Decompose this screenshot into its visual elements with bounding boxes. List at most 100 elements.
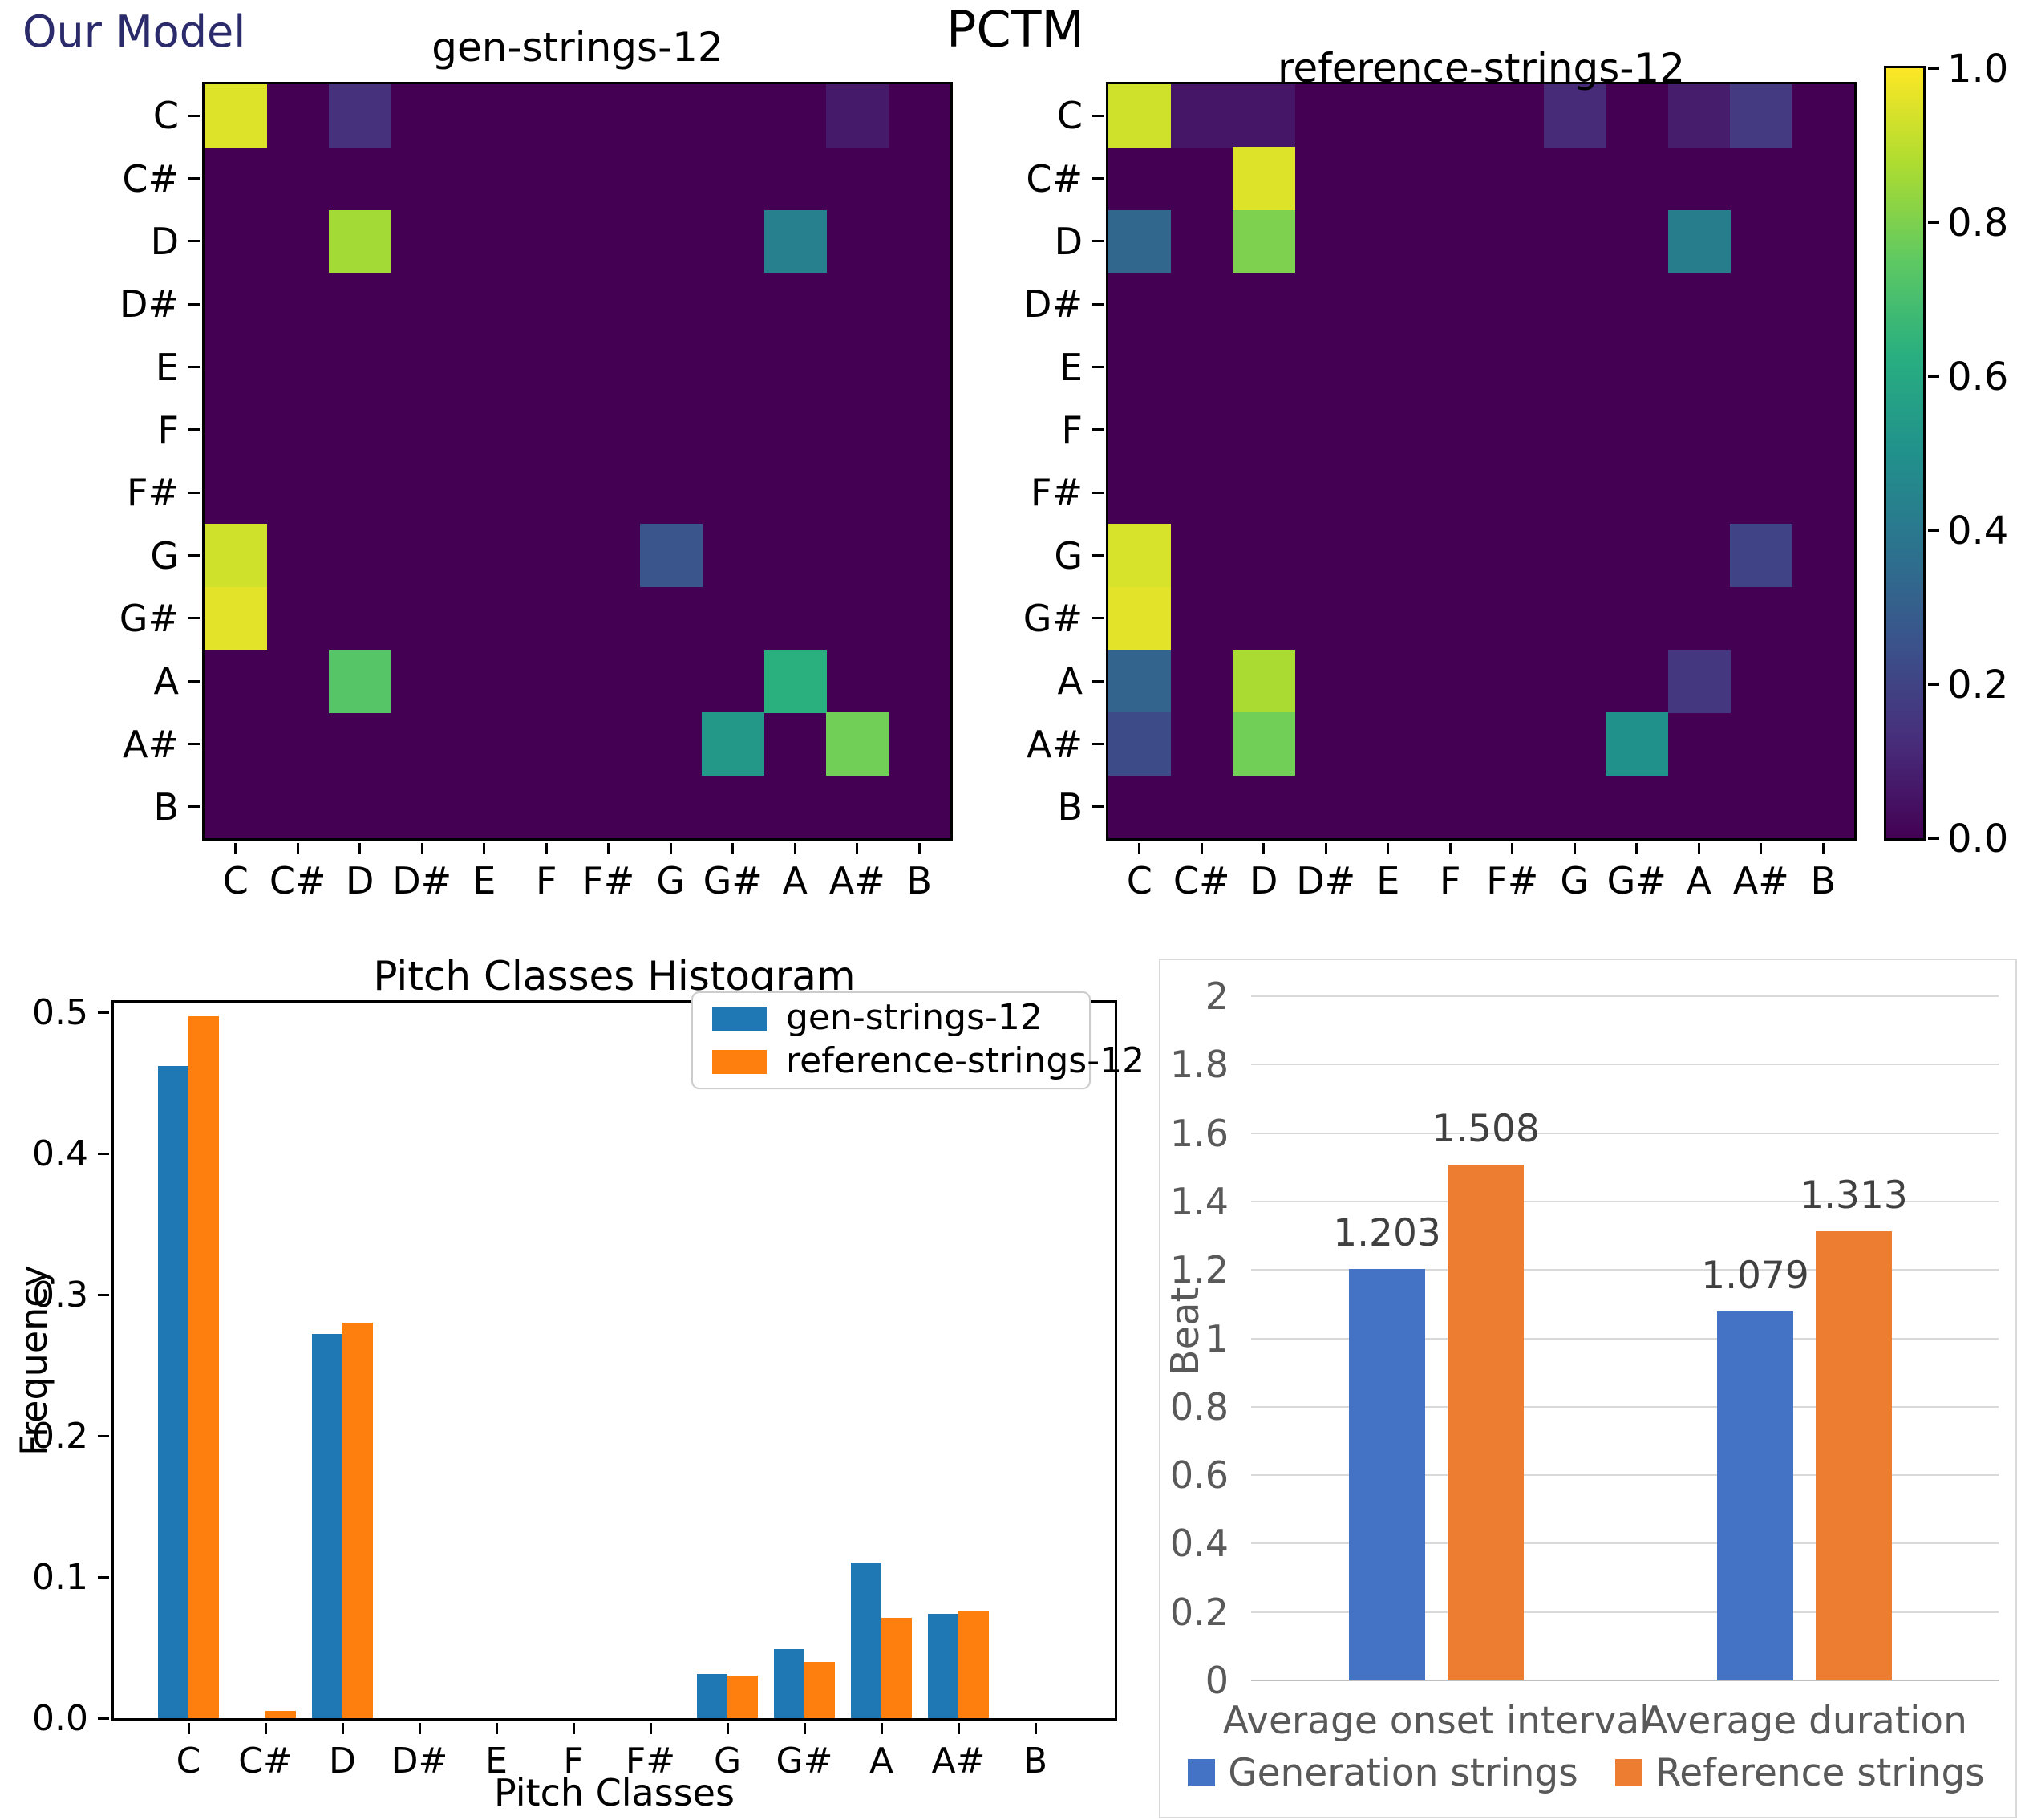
x-tick-label: F# <box>625 1741 676 1781</box>
x-tick-mark <box>495 1723 498 1734</box>
y-tick-mark <box>98 1717 109 1720</box>
bar-gen <box>158 1065 188 1718</box>
our-model-label: Our Model <box>22 6 246 57</box>
x-tick-label: B <box>1023 1741 1048 1781</box>
x-tick-label: E <box>485 1741 508 1781</box>
y-tick-mark <box>188 366 200 368</box>
heatmap-cell <box>1108 586 1171 651</box>
gridline <box>1251 1269 1999 1271</box>
x-tick-mark <box>483 843 486 854</box>
y-tick-label: C <box>152 94 179 138</box>
heatmap-cell <box>1108 84 1171 148</box>
heatmap-cell <box>826 84 889 148</box>
heatmap-cell <box>1170 84 1233 148</box>
legend-swatch <box>1614 1759 1642 1786</box>
y-tick-label: G# <box>1023 596 1083 640</box>
gridline <box>1251 1200 1999 1202</box>
y-tick-mark <box>188 805 200 809</box>
gridline <box>1251 1064 1999 1066</box>
y-tick-mark <box>1092 679 1104 683</box>
y-tick-mark <box>1092 805 1104 809</box>
legend-swatch <box>1188 1759 1216 1786</box>
legend-swatch <box>712 1050 767 1074</box>
x-tick-mark <box>187 1723 190 1734</box>
bar-generation <box>1349 1268 1425 1680</box>
x-tick-label: C <box>1126 859 1152 902</box>
y-tick-label: C# <box>1026 156 1083 201</box>
x-tick-label: G <box>713 1741 742 1781</box>
y-tick-label: 0.2 <box>1169 1590 1229 1634</box>
y-tick-mark <box>188 679 200 683</box>
heatmap-cell <box>1108 712 1171 776</box>
heatmap-cell <box>205 84 267 148</box>
heatmap-cell <box>205 586 267 651</box>
bar-gen <box>774 1648 804 1718</box>
bar-ref <box>188 1016 219 1718</box>
x-tick-mark <box>1034 1723 1037 1734</box>
heatmap-cell <box>1730 524 1792 588</box>
heatmap-cell <box>1667 84 1731 148</box>
x-tick-label: G# <box>1606 859 1667 902</box>
x-tick-label: G# <box>703 859 763 902</box>
y-tick-mark <box>98 1575 109 1579</box>
colorbar-tick-mark <box>1928 375 1939 378</box>
colorbar-tick-label: 0.4 <box>1947 509 2009 553</box>
heatmap-cell <box>1233 650 1295 713</box>
x-tick-mark <box>726 1723 729 1734</box>
colorbar-tick-mark <box>1928 221 1939 224</box>
y-tick-label: G <box>1054 533 1083 578</box>
bar-ref <box>342 1323 373 1718</box>
legend-swatch <box>712 1007 767 1031</box>
bar-generation <box>1717 1311 1793 1680</box>
heatmap-cell <box>329 209 391 274</box>
y-tick-label: 1.6 <box>1169 1111 1229 1155</box>
bar-gen <box>928 1613 958 1718</box>
heatmap-cell <box>1233 712 1295 776</box>
colorbar-tick-label: 0.2 <box>1947 663 2009 707</box>
y-tick-label: 0.5 <box>32 992 88 1033</box>
heatmap-title: gen-strings-12 <box>431 24 723 71</box>
y-tick-label: 1 <box>1205 1316 1229 1360</box>
x-tick-mark <box>917 843 921 854</box>
gridline <box>1251 1337 1999 1340</box>
y-tick-label: E <box>155 345 179 389</box>
x-tick-label: D# <box>1296 859 1356 902</box>
heatmap-cell <box>1233 84 1295 148</box>
x-tick-mark <box>296 843 299 854</box>
y-tick-label: D <box>1054 219 1083 263</box>
colorbar <box>1884 66 1926 841</box>
y-tick-label: D# <box>1023 282 1083 326</box>
y-tick-label: 0.6 <box>1169 1453 1229 1498</box>
colorbar-tick-mark <box>1928 837 1939 840</box>
y-tick-label: B <box>1057 784 1083 829</box>
x-tick-label: F# <box>1486 859 1539 902</box>
x-tick-label: A <box>1686 859 1711 902</box>
colorbar-tick-label: 0.0 <box>1947 817 2009 861</box>
heatmap-plot-pctm_gen <box>202 82 953 841</box>
y-tick-label: 1.2 <box>1169 1248 1229 1292</box>
bar-ref <box>881 1618 912 1718</box>
value-label: 1.203 <box>1333 1210 1441 1255</box>
y-tick-mark <box>1092 743 1104 745</box>
x-tick-mark <box>803 1723 806 1734</box>
x-tick-mark <box>1200 843 1203 854</box>
x-tick-label: C# <box>269 859 326 902</box>
y-tick-label: F <box>157 407 179 452</box>
y-tick-mark <box>188 240 200 243</box>
heatmap-cell <box>1667 650 1731 713</box>
y-tick-label: 0.3 <box>32 1275 88 1315</box>
y-tick-label: 0.1 <box>32 1557 88 1598</box>
x-tick-mark <box>856 843 859 854</box>
histogram-plot <box>111 1000 1117 1721</box>
x-tick-label: C# <box>1173 859 1230 902</box>
x-tick-mark <box>545 843 548 854</box>
y-tick-label: G# <box>119 596 179 640</box>
x-tick-mark <box>1573 843 1576 854</box>
x-tick-label: A <box>782 859 808 902</box>
y-tick-mark <box>1092 114 1104 117</box>
y-tick-label: 0.0 <box>32 1698 88 1739</box>
y-tick-label: 2 <box>1205 975 1229 1018</box>
heatmap-cell <box>1108 209 1171 274</box>
colorbar-tick-label: 0.6 <box>1947 355 2009 399</box>
